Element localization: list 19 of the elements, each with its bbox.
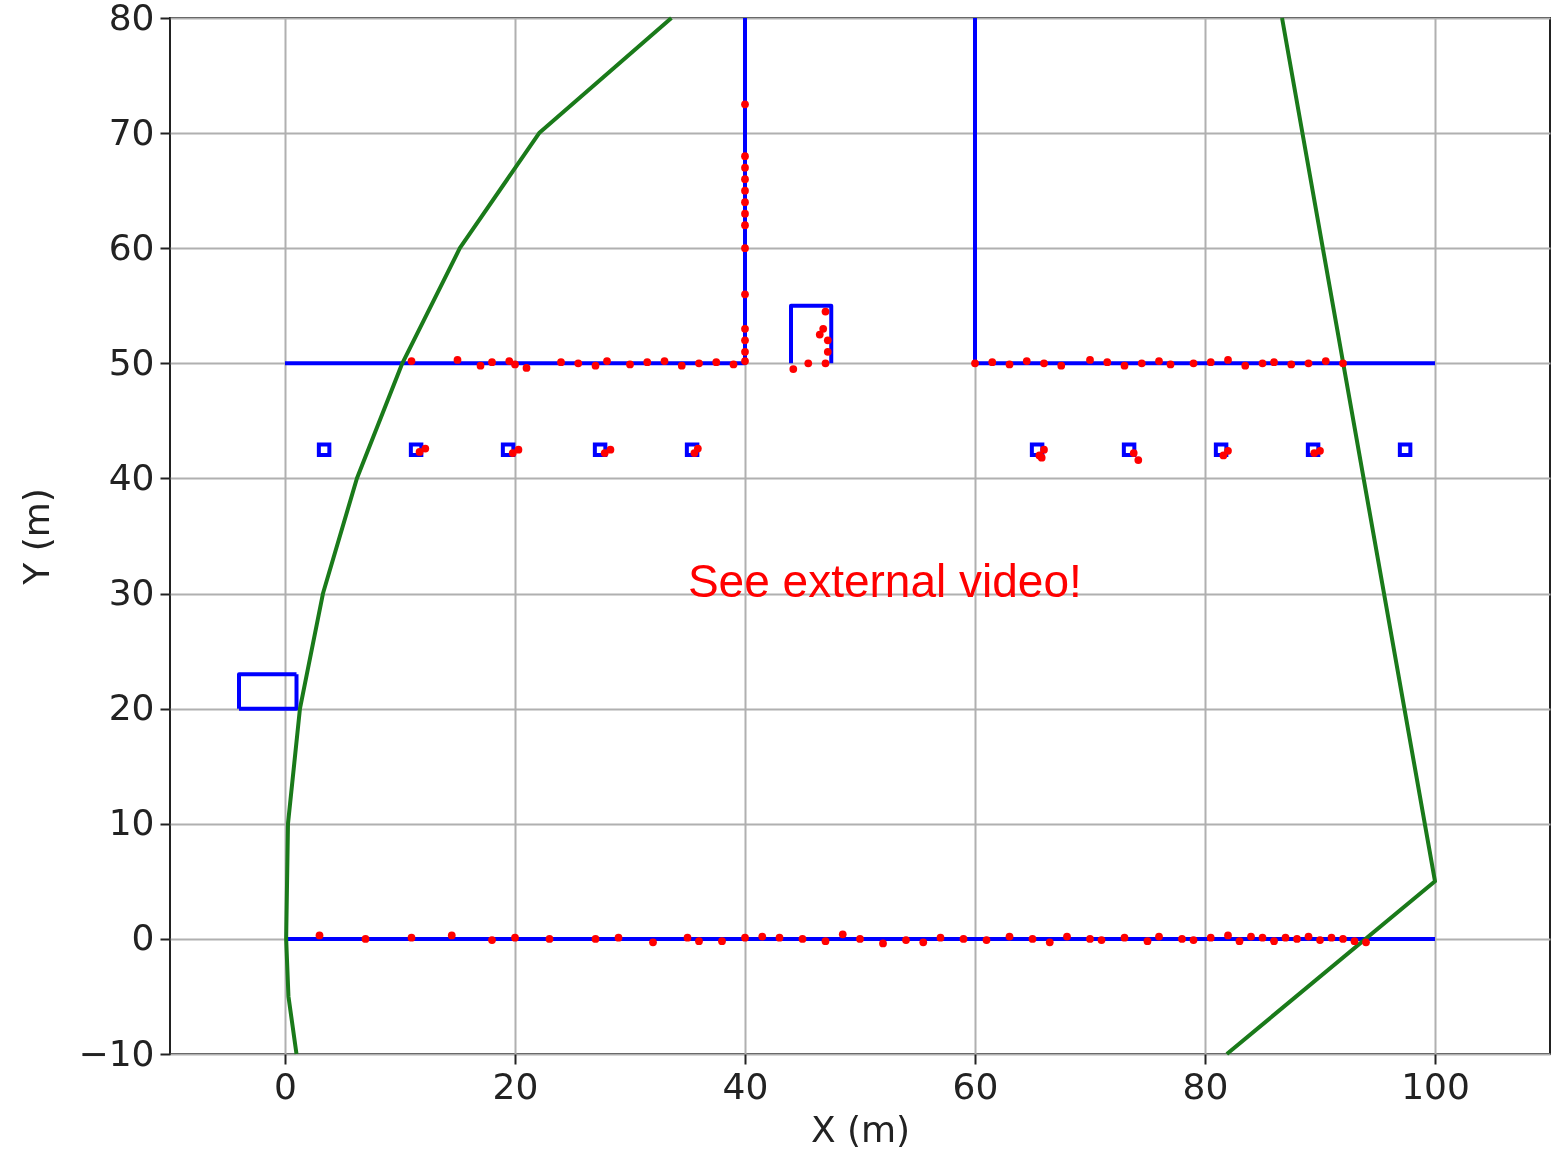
x-tick-label: 0: [274, 1065, 297, 1107]
y-tick-label: 40: [108, 456, 155, 498]
x-axis-title: X (m): [810, 1108, 911, 1150]
x-tick-label: 60: [952, 1065, 999, 1107]
annotation: See external video!: [687, 554, 1082, 607]
y-tick-label: 20: [108, 687, 155, 729]
y-tick-label: −10: [78, 1032, 155, 1074]
y-axis-title: Y (m): [15, 488, 57, 586]
y-tick-label: 60: [108, 226, 155, 268]
x-tick-label: 100: [1401, 1065, 1470, 1107]
y-tick-label: 70: [108, 111, 155, 153]
y-tick-label: 0: [131, 917, 155, 959]
y-tick-label: 10: [108, 802, 155, 844]
x-tick-label: 80: [1182, 1065, 1229, 1107]
y-tick-label: 30: [108, 572, 155, 614]
y-tick-label: 80: [108, 0, 155, 38]
x-tick-label: 40: [722, 1065, 769, 1107]
x-tick-label: 20: [492, 1065, 539, 1107]
y-tick-label: 50: [108, 341, 155, 383]
